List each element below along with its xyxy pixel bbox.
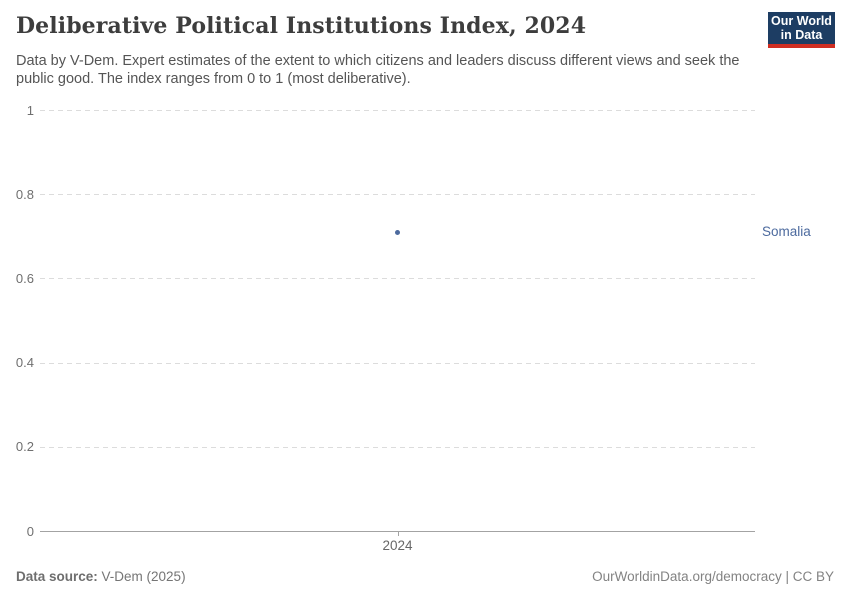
data-point-somalia[interactable] (395, 229, 400, 235)
series-label-somalia: Somalia (762, 223, 811, 239)
data-source-value: V-Dem (2025) (97, 569, 186, 584)
attribution-link[interactable]: OurWorldinData.org/democracy | CC BY (592, 569, 834, 584)
y-tick-label: 1 (26, 102, 34, 118)
page-title: Deliberative Political Institutions Inde… (16, 13, 587, 39)
gridline (40, 446, 755, 448)
x-tick-label: 2024 (382, 538, 413, 553)
y-tick-label: 0.4 (15, 355, 34, 371)
owid-logo-line2: in Data (780, 28, 823, 42)
data-source-note: Data source: V-Dem (2025) (16, 569, 186, 584)
x-axis-tick (397, 531, 399, 536)
y-tick-label: 0 (26, 523, 34, 539)
y-tick-label: 0.6 (15, 270, 34, 286)
owid-logo-line1: Our World (771, 14, 832, 28)
gridline (40, 362, 755, 364)
y-tick-label: 0.2 (15, 439, 34, 455)
gridline (40, 110, 755, 111)
owid-logo[interactable]: Our World in Data (768, 12, 835, 48)
chart-subtitle: Data by V-Dem. Expert estimates of the e… (16, 53, 740, 87)
gridline (40, 278, 755, 280)
y-tick-label: 0.8 (15, 186, 34, 202)
data-source-label: Data source: (16, 569, 98, 584)
gridline (40, 194, 755, 196)
